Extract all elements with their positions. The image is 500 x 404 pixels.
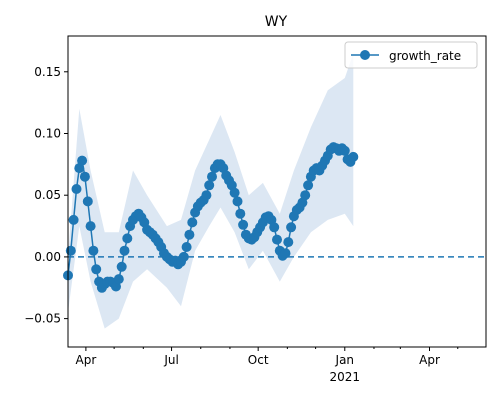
data-point xyxy=(82,196,93,207)
x-tick-label: Apr xyxy=(419,353,440,367)
data-point xyxy=(79,171,90,182)
x-tick-label: Oct xyxy=(248,353,269,367)
legend-label: growth_rate xyxy=(389,49,461,63)
y-tick-label: 0.10 xyxy=(34,126,61,140)
data-point xyxy=(303,180,314,191)
data-point xyxy=(85,221,96,232)
data-point xyxy=(187,217,198,228)
data-point xyxy=(113,274,124,285)
legend-marker xyxy=(360,50,370,60)
data-point xyxy=(207,171,217,182)
data-point xyxy=(184,229,195,240)
x-tick-label: Apr xyxy=(76,353,97,367)
data-point xyxy=(232,196,243,207)
legend: growth_rate xyxy=(344,41,478,69)
data-point xyxy=(283,237,294,248)
y-tick-label: 0.00 xyxy=(34,250,61,264)
y-tick-label: 0.15 xyxy=(34,65,61,79)
data-point xyxy=(65,245,76,256)
y-tick-label: −0.05 xyxy=(24,312,61,326)
series-layer xyxy=(63,142,359,293)
data-point xyxy=(201,190,212,201)
data-point xyxy=(181,242,192,252)
data-point xyxy=(68,214,79,225)
data-point xyxy=(122,233,133,244)
uncertainty-band-layer xyxy=(68,53,354,329)
data-point xyxy=(280,248,291,259)
axes: −0.05 0.00 0.05 0.10 0.15 Apr Jul Oct Jan Apr 2021 xyxy=(24,35,487,384)
x-tick-label: Jan xyxy=(335,353,355,367)
x-tick-label: Jul xyxy=(163,353,178,367)
data-point xyxy=(74,163,85,174)
data-point xyxy=(119,245,130,256)
data-point xyxy=(286,222,297,233)
y-tick-label: 0.05 xyxy=(34,188,61,202)
plot-frame xyxy=(67,35,487,348)
data-point xyxy=(348,151,359,162)
data-point xyxy=(339,145,350,156)
data-point xyxy=(229,187,240,198)
data-point xyxy=(235,208,246,219)
uncertainty-band xyxy=(68,53,354,329)
data-point xyxy=(116,261,127,272)
data-point xyxy=(238,219,249,230)
legend-box xyxy=(344,41,478,69)
data-point xyxy=(178,251,189,262)
x-year-label: 2021 xyxy=(330,370,361,384)
data-point xyxy=(300,190,311,201)
data-point xyxy=(71,184,82,194)
data-point xyxy=(204,180,215,191)
chart-title: WY xyxy=(265,14,288,30)
data-point xyxy=(77,155,88,166)
data-point xyxy=(91,264,102,275)
data-point xyxy=(88,245,99,256)
data-point xyxy=(272,234,282,245)
data-point xyxy=(269,222,280,233)
